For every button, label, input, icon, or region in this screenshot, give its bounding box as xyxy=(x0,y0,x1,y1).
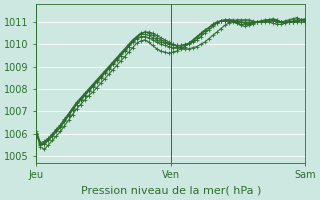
X-axis label: Pression niveau de la mer( hPa ): Pression niveau de la mer( hPa ) xyxy=(81,186,261,196)
